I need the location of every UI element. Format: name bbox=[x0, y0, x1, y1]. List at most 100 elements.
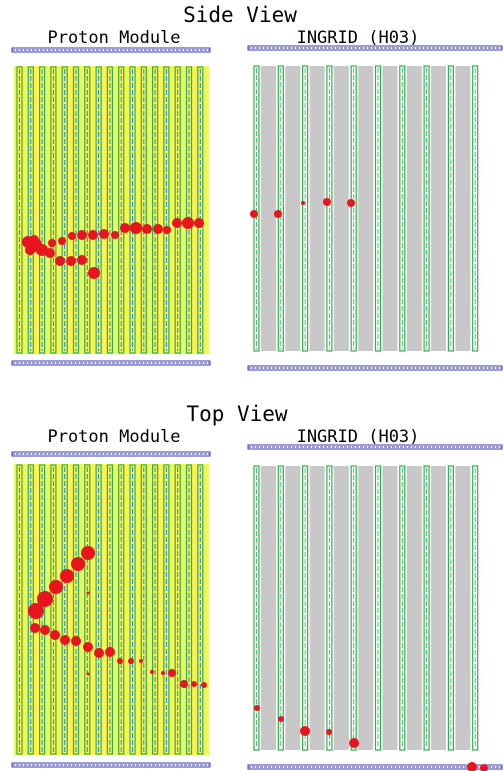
ingrid-tracking-plane bbox=[423, 465, 430, 751]
ingrid-tracking-plane bbox=[302, 65, 309, 352]
ingrid-tracking-plane bbox=[447, 65, 454, 352]
hit-marker bbox=[81, 546, 95, 560]
ingrid-plane-frame bbox=[399, 465, 406, 751]
hit-marker bbox=[111, 231, 119, 239]
side-ingrid-label: INGRID (H03) bbox=[297, 28, 420, 48]
hit-marker bbox=[94, 648, 104, 658]
pm-veto-top bbox=[11, 47, 211, 53]
hit-marker bbox=[278, 716, 284, 722]
pm-tracking-plane bbox=[174, 464, 181, 755]
hit-marker bbox=[45, 248, 55, 258]
pm-tracking-plane bbox=[84, 464, 91, 755]
pm-tracking-plane bbox=[174, 66, 181, 354]
side-ingrid-veto-planes bbox=[247, 45, 503, 371]
pm-plane-frame bbox=[197, 66, 204, 354]
ingrid-iron-absorber bbox=[285, 66, 301, 351]
top-ingrid-veto-planes bbox=[247, 444, 503, 770]
ingrid-tracking-plane bbox=[350, 465, 357, 751]
top-view: Top View Proton Module INGRID (H03) bbox=[11, 402, 503, 771]
hit-marker bbox=[28, 603, 44, 619]
hit-marker bbox=[150, 670, 154, 674]
pm-tracking-plane bbox=[27, 66, 34, 354]
ingrid-plane-frame bbox=[423, 465, 430, 751]
hit-marker bbox=[142, 224, 152, 234]
hit-marker bbox=[105, 647, 115, 657]
hit-marker bbox=[58, 237, 66, 245]
pm-tracking-plane bbox=[50, 464, 57, 755]
hit-marker bbox=[130, 222, 142, 234]
pm-tracking-plane bbox=[129, 66, 136, 354]
hit-marker bbox=[71, 636, 81, 646]
pm-tracking-plane bbox=[72, 66, 80, 354]
ingrid-plane-frame bbox=[350, 65, 357, 352]
ingrid-veto-top bbox=[247, 45, 503, 51]
pm-tracking-plane bbox=[95, 66, 102, 354]
hit-marker bbox=[86, 591, 90, 595]
side-ingrid-module bbox=[253, 65, 479, 352]
hit-marker bbox=[182, 217, 194, 229]
ingrid-iron-absorber bbox=[309, 66, 325, 351]
pm-plane-frame bbox=[163, 66, 170, 354]
ingrid-tracking-plane bbox=[350, 65, 357, 352]
pm-veto-top bbox=[11, 451, 211, 457]
pm-plane-frame bbox=[140, 66, 147, 354]
ingrid-iron-absorber bbox=[358, 66, 374, 351]
pm-tracking-plane bbox=[140, 464, 147, 755]
hit-marker bbox=[323, 198, 331, 206]
pm-plane-frame bbox=[16, 66, 23, 354]
ingrid-iron-absorber bbox=[382, 66, 398, 351]
side-view: Side View Proton Module INGRID (H03) bbox=[11, 3, 503, 371]
ingrid-plane-frame bbox=[277, 65, 284, 352]
pm-tracking-plane bbox=[95, 464, 102, 755]
hit-marker bbox=[163, 226, 171, 234]
pm-plane-frame bbox=[174, 66, 181, 354]
hit-marker bbox=[168, 669, 176, 677]
pm-veto-bottom bbox=[11, 360, 211, 366]
pm-plane-frame bbox=[118, 464, 125, 755]
ingrid-iron-absorber bbox=[455, 466, 471, 750]
hit-marker bbox=[60, 635, 70, 645]
pm-plane-frame bbox=[38, 66, 46, 354]
pm-tracking-plane bbox=[118, 66, 125, 354]
pm-plane-frame bbox=[163, 464, 170, 755]
ingrid-iron-absorber bbox=[333, 66, 349, 351]
ingrid-plane-frame bbox=[423, 65, 430, 352]
pm-plane-frame bbox=[129, 464, 136, 755]
ingrid-iron-absorber bbox=[333, 466, 349, 750]
hit-marker bbox=[99, 229, 109, 239]
ingrid-tracking-plane bbox=[253, 65, 260, 352]
pm-tracking-plane bbox=[185, 66, 193, 354]
ingrid-plane-frame bbox=[447, 65, 454, 352]
ingrid-iron-absorber bbox=[382, 466, 398, 750]
top-pm-veto-planes bbox=[11, 451, 211, 768]
ingrid-plane-frame bbox=[326, 465, 333, 751]
ingrid-tracking-plane bbox=[399, 65, 406, 352]
hit-marker bbox=[120, 223, 130, 233]
hit-marker bbox=[201, 682, 207, 688]
pm-plane-frame bbox=[95, 66, 102, 354]
pm-tracking-plane bbox=[72, 464, 80, 755]
ingrid-iron-absorber bbox=[358, 466, 374, 750]
ingrid-plane-frame bbox=[326, 65, 333, 352]
pm-plane-frame bbox=[106, 66, 114, 354]
hit-marker bbox=[29, 235, 39, 245]
ingrid-tracking-plane bbox=[472, 465, 479, 751]
hit-marker bbox=[40, 625, 50, 635]
hit-marker bbox=[68, 232, 76, 240]
hit-marker bbox=[55, 256, 65, 266]
pm-tracking-plane bbox=[163, 66, 170, 354]
side-pm-label: Proton Module bbox=[47, 28, 180, 48]
pm-tracking-plane bbox=[16, 464, 23, 755]
ingrid-plane-frame bbox=[253, 65, 260, 352]
pm-plane-frame bbox=[140, 464, 147, 755]
ingrid-iron-absorber bbox=[261, 466, 276, 750]
pm-plane-frame bbox=[72, 66, 80, 354]
ingrid-tracking-plane bbox=[374, 65, 382, 352]
ingrid-plane-frame bbox=[447, 465, 454, 751]
ingrid-iron-absorber bbox=[261, 66, 276, 351]
pm-tracking-plane bbox=[152, 464, 159, 755]
hit-marker bbox=[254, 705, 260, 711]
ingrid-plane-frame bbox=[374, 65, 382, 352]
hit-marker bbox=[25, 245, 35, 255]
